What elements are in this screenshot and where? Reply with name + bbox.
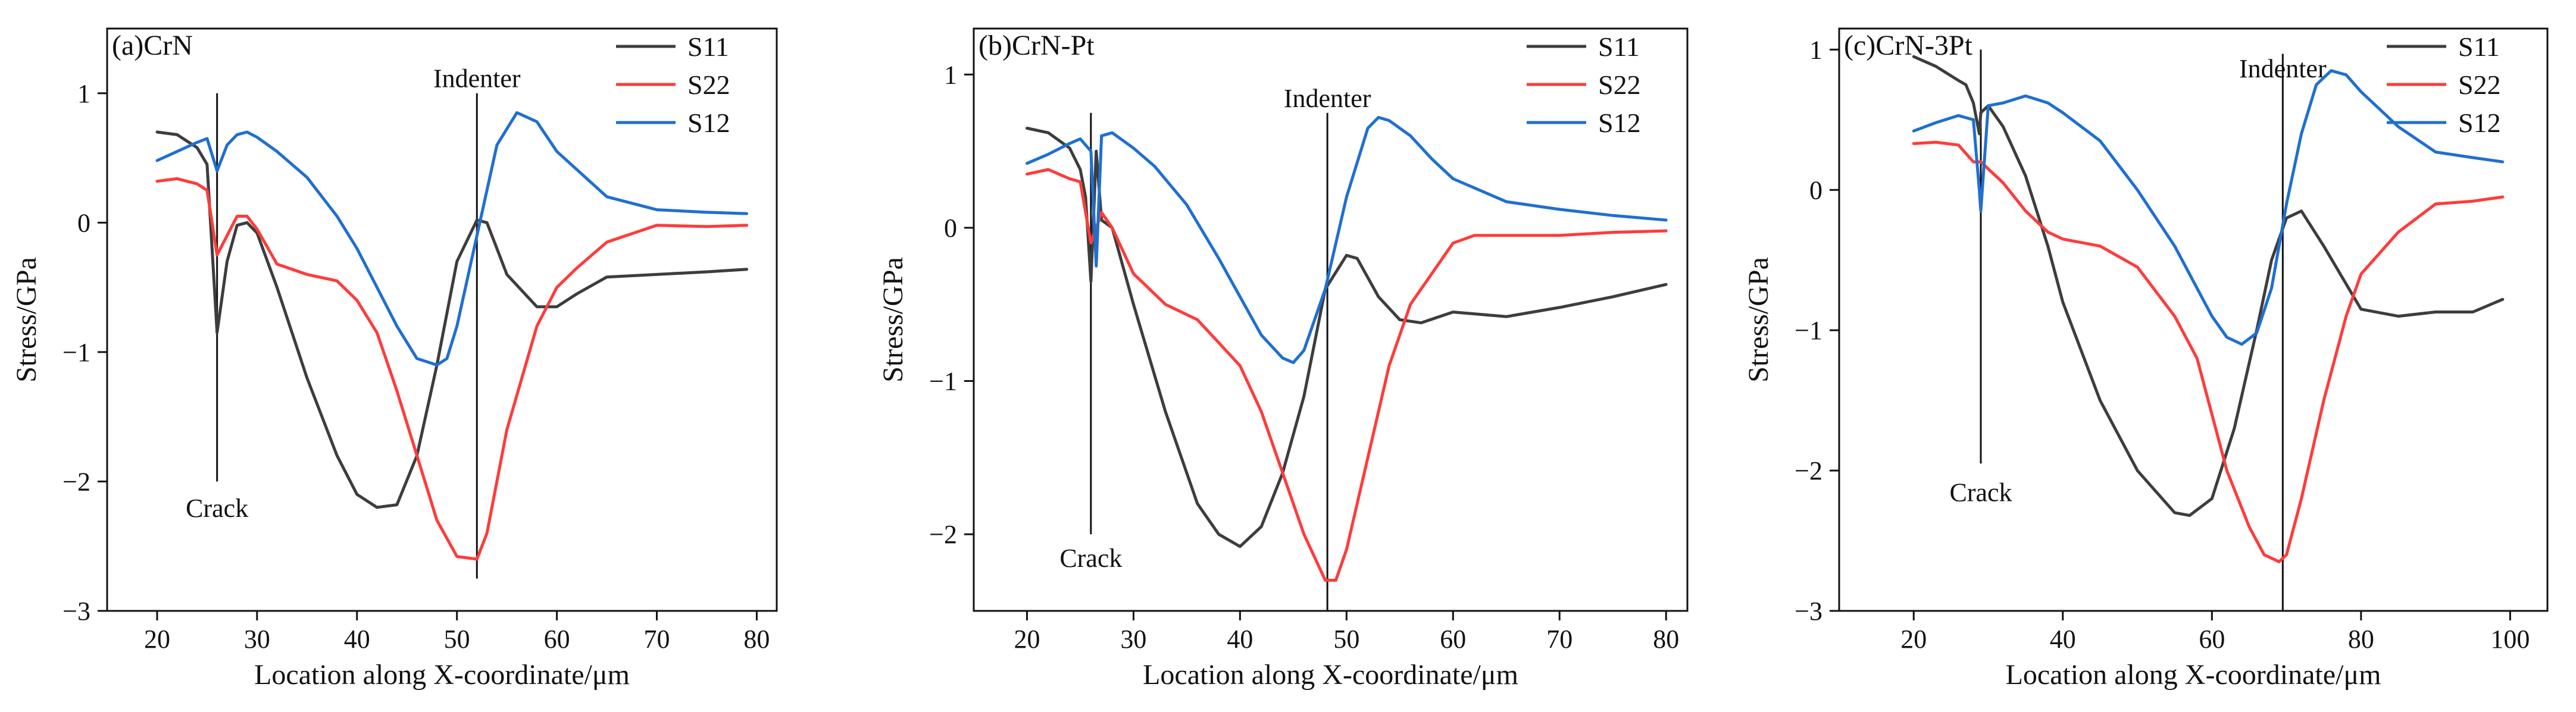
- x-tick-label: 100: [2490, 625, 2530, 654]
- y-tick-label: −2: [929, 520, 957, 549]
- legend-label-s12: S12: [687, 108, 730, 138]
- x-tick-label: 80: [1653, 625, 1679, 654]
- x-tick-label: 20: [1900, 625, 1927, 654]
- annotation-label: Indenter: [2239, 54, 2327, 83]
- annotation-label: Crack: [1949, 478, 2012, 507]
- plot-frame: [973, 27, 1689, 612]
- legend-label-s12: S12: [1598, 108, 1641, 138]
- y-tick-label: −2: [1795, 456, 1822, 485]
- x-tick-label: 60: [2199, 625, 2225, 654]
- x-tick-label: 50: [1333, 625, 1359, 654]
- y-tick-label: −2: [62, 467, 90, 496]
- annotation-label: Indenter: [433, 64, 521, 93]
- plot-frame: [1838, 27, 2549, 612]
- plot-frame: [106, 27, 778, 612]
- x-tick-label: 60: [1440, 625, 1466, 654]
- series-line-s12: [1026, 115, 1668, 365]
- chart-panel-1: 20 30 40 50 60 70 80 −3 −2 −1 0 1 Location along X-c…: [11, 27, 778, 691]
- y-tick-label: −3: [1795, 597, 1822, 626]
- y-axis-title: Stress/GPa: [877, 257, 909, 382]
- annotation-label: Indenter: [1284, 84, 1371, 113]
- x-axis-title: Location along X-coordinate/μm: [2006, 659, 2381, 691]
- x-axis-title: Location along X-coordinate/μm: [254, 659, 630, 691]
- legend-label-s22: S22: [2458, 70, 2501, 100]
- legend-label-s11: S11: [2458, 32, 2500, 62]
- y-tick-label: −3: [62, 597, 90, 626]
- series-line-s12: [1912, 69, 2505, 346]
- y-tick-label: 0: [1809, 175, 1822, 205]
- series-line-s11: [155, 130, 749, 509]
- x-tick-label: 80: [2348, 625, 2374, 654]
- legend-label-s22: S22: [1598, 70, 1641, 100]
- annotation-label: Crack: [186, 494, 248, 523]
- x-tick-label: 30: [1120, 625, 1146, 654]
- legend-label-s22: S22: [687, 70, 730, 100]
- x-tick-label: 40: [2050, 625, 2076, 654]
- series-line-s11: [1026, 127, 1668, 548]
- y-tick-label: 1: [944, 60, 957, 89]
- legend-label-s12: S12: [2458, 108, 2501, 138]
- chart-panel-3: 20 40 60 80 100 −3 −2 −1 0 1 Location along X-coor…: [1743, 27, 2549, 691]
- y-axis-title: Stress/GPa: [1743, 257, 1774, 382]
- series-line-s11: [1912, 55, 2505, 517]
- series-line-s22: [155, 177, 749, 561]
- y-tick-label: 1: [77, 79, 90, 108]
- y-tick-label: 1: [1809, 35, 1822, 64]
- chart-panel-2: 20 30 40 50 60 70 80 −2 −1 0 1 Location along X-coo…: [877, 27, 1689, 691]
- y-tick-label: −1: [62, 338, 90, 367]
- x-tick-label: 20: [144, 625, 170, 654]
- y-tick-label: 0: [77, 208, 90, 237]
- y-tick-label: −1: [1795, 316, 1822, 345]
- x-tick-label: 70: [1546, 625, 1573, 654]
- panel-title: (b)CrN-Pt: [978, 30, 1095, 61]
- panel-title: (a)CrN: [112, 30, 193, 61]
- x-tick-label: 70: [644, 625, 670, 654]
- legend-label-s11: S11: [687, 32, 729, 62]
- y-tick-label: −1: [929, 367, 957, 396]
- series-line-s22: [1026, 168, 1668, 582]
- panel-title: (c)CrN-3Pt: [1844, 30, 1973, 61]
- x-tick-label: 30: [244, 625, 270, 654]
- x-tick-label: 80: [743, 625, 770, 654]
- legend-label-s11: S11: [1598, 32, 1640, 62]
- y-tick-label: 0: [944, 214, 957, 243]
- annotation-label: Crack: [1059, 544, 1122, 573]
- series-line-s12: [155, 111, 749, 367]
- y-axis-title: Stress/GPa: [11, 257, 42, 382]
- x-tick-label: 60: [544, 625, 570, 654]
- x-tick-label: 50: [444, 625, 470, 654]
- x-tick-label: 40: [344, 625, 370, 654]
- x-tick-label: 40: [1227, 625, 1253, 654]
- x-tick-label: 20: [1014, 625, 1040, 654]
- x-axis-title: Location along X-coordinate/μm: [1143, 659, 1518, 691]
